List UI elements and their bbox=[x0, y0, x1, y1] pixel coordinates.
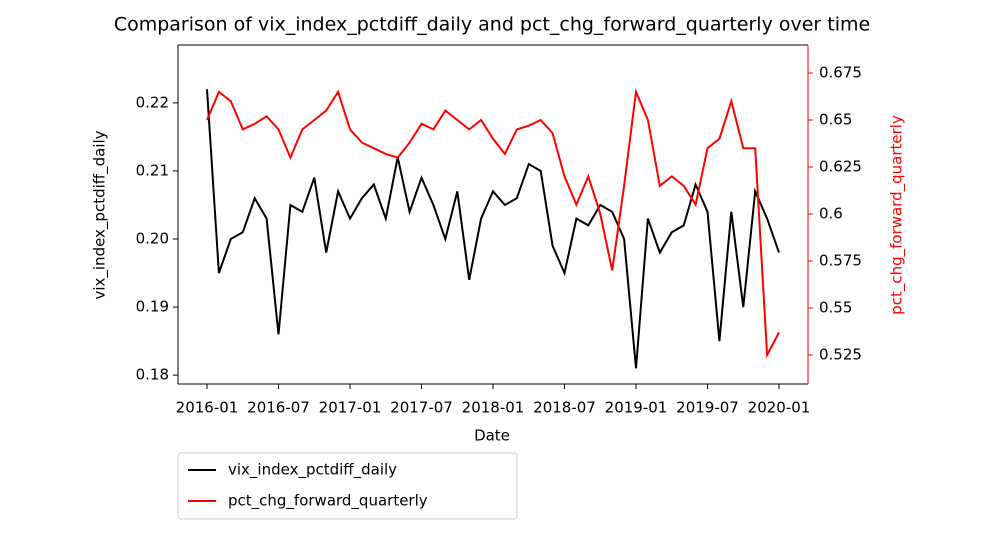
y-axis-label: vix_index_pctdiff_daily bbox=[91, 130, 110, 299]
y2-axis-label: pct_chg_forward_quarterly bbox=[888, 115, 907, 315]
y2-tick-label: 0.55 bbox=[819, 299, 852, 317]
legend-label: pct_chg_forward_quarterly bbox=[228, 492, 428, 511]
x-tick-label: 2020-01 bbox=[748, 399, 811, 417]
legend-label: vix_index_pctdiff_daily bbox=[228, 461, 397, 480]
x-tick-label: 2017-07 bbox=[390, 399, 453, 417]
x-tick-label: 2018-01 bbox=[462, 399, 525, 417]
y-tick-label: 0.22 bbox=[136, 93, 169, 111]
y-tick-label: 0.21 bbox=[136, 161, 169, 179]
x-tick-label: 2017-01 bbox=[319, 399, 382, 417]
x-tick-label: 2019-07 bbox=[676, 399, 739, 417]
y-tick-label: 0.19 bbox=[136, 298, 169, 316]
x-tick-label: 2016-01 bbox=[176, 399, 239, 417]
y2-tick-label: 0.525 bbox=[819, 346, 862, 364]
x-tick-label: 2016-07 bbox=[247, 399, 310, 417]
chart-title: Comparison of vix_index_pctdiff_daily an… bbox=[114, 14, 870, 36]
line-series bbox=[206, 89, 780, 369]
line-series bbox=[206, 87, 780, 359]
y-tick-label: 0.18 bbox=[136, 366, 169, 384]
y2-tick-label: 0.675 bbox=[819, 64, 862, 82]
y-tick-label: 0.20 bbox=[136, 230, 169, 248]
x-axis-label: Date bbox=[474, 427, 510, 445]
legend-box bbox=[177, 452, 518, 520]
y2-tick-label: 0.575 bbox=[819, 252, 862, 270]
y2-tick-label: 0.625 bbox=[819, 158, 862, 176]
x-tick-label: 2019-01 bbox=[605, 399, 668, 417]
y2-tick-label: 0.65 bbox=[819, 111, 852, 129]
x-tick-label: 2018-07 bbox=[533, 399, 596, 417]
y2-tick-label: 0.6 bbox=[819, 205, 843, 223]
